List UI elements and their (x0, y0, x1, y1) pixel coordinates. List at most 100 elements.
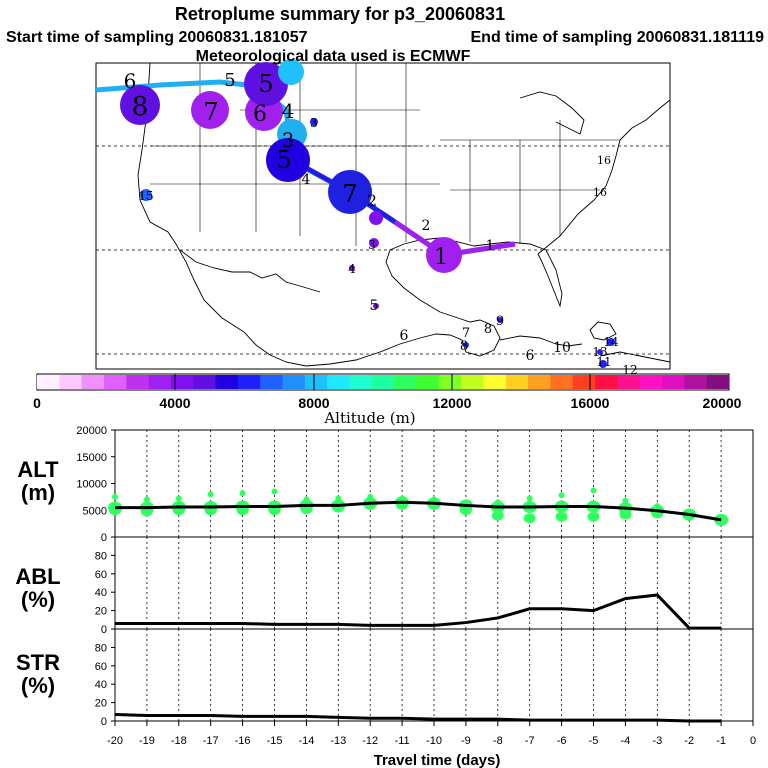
colorbar-segment (148, 375, 172, 389)
panel-labels: ALT (m) ABL (%) STR (%) (15, 457, 60, 698)
alt-cluster-point (590, 487, 597, 494)
colorbar-segment (550, 375, 574, 389)
colorbar-segment (59, 375, 83, 389)
x-tick-label: -3 (652, 735, 662, 747)
day-label: 6 (400, 328, 409, 344)
colorbar-segment (617, 375, 641, 389)
plume-circle (373, 303, 379, 309)
alt-cluster-point (112, 493, 118, 500)
y-tick-label: 80 (95, 642, 107, 654)
colorbar-segment (639, 375, 663, 389)
x-axis: -20 -19 -18 -17 -16 -15 -14 -13 -12 -11 -10 -9 -8 -7-… (107, 721, 756, 747)
day-label: 10 (553, 340, 571, 356)
day-label: 2 (367, 191, 377, 210)
x-tick-label: -13 (330, 735, 346, 747)
end-time-label: End time of sampling 20060831.181119 (471, 29, 765, 46)
colorbar-segment (461, 375, 485, 389)
plume-circle (244, 62, 288, 106)
day-label: 8 (460, 339, 468, 354)
x-tick-label: -5 (589, 735, 599, 747)
x-tick-label: 0 (750, 735, 756, 747)
colorbar-segment (371, 375, 395, 389)
colorbar-segment (595, 375, 618, 389)
plume-circle (497, 317, 503, 323)
colorbar-segment (126, 375, 150, 389)
plume-circle (191, 91, 229, 129)
y-tick-label: 5000 (83, 505, 107, 517)
alt-cluster-point (491, 510, 504, 521)
day-label: 8 (132, 92, 149, 122)
plume-circle (278, 59, 304, 85)
colorbar-tick: 20000 (703, 395, 742, 411)
x-tick-label: -17 (203, 735, 219, 747)
str-unit: (%) (21, 673, 55, 698)
colorbar-tick: 16000 (571, 395, 610, 411)
colorbar-label: Altitude (m) (323, 409, 415, 427)
day-label: 5 (370, 298, 379, 314)
colorbar-segment (215, 375, 239, 389)
colorbar-tick: 12000 (433, 395, 472, 411)
colorbar-segment (81, 375, 105, 389)
colorbar-ticks: 0 4000 8000 12000 16000 20000 (33, 395, 742, 411)
colorbar-segment (684, 375, 708, 389)
str-line (114, 713, 722, 723)
abl-unit: (%) (21, 587, 55, 612)
x-tick-label: -7 (525, 735, 535, 747)
colorbar-tick: 0 (33, 395, 41, 411)
x-tick-label: -11 (395, 735, 410, 747)
day-label: 4 (282, 99, 295, 123)
colorbar-segment (327, 375, 351, 389)
str-label: STR (16, 650, 60, 675)
alt-cluster-point (143, 496, 150, 503)
day-label: 16 (593, 186, 607, 199)
alt-cluster-point (587, 511, 600, 522)
plume-circle (607, 338, 615, 346)
colorbar-segment (103, 375, 127, 389)
plume-circle (310, 118, 318, 126)
x-tick-label: -20 (107, 735, 123, 747)
abl-chart: 0 20 40 60 80 (95, 537, 754, 636)
colorbar-segment (572, 375, 596, 389)
alt-cluster-point (523, 513, 536, 524)
x-tick-label: -18 (171, 735, 187, 747)
map-panel: 1 1 2 2 3 3 4 4 4 3 5 5 5 5 6 6 6 6 7 7 … (95, 59, 671, 377)
abl-label: ABL (15, 564, 60, 589)
str-chart: 0 20 40 60 80 (95, 629, 754, 728)
x-tick-label: -15 (267, 735, 283, 747)
alt-cluster-point (271, 488, 278, 495)
y-tick-label: 0 (101, 716, 107, 728)
plume-circle (266, 138, 310, 182)
colorbar-segment (483, 375, 507, 389)
day-label: 9 (496, 314, 504, 329)
x-tick-label: -4 (621, 735, 631, 747)
x-axis-label: Travel time (days) (374, 752, 501, 768)
plume-circle (349, 265, 355, 271)
colorbar-tick: 8000 (298, 395, 329, 411)
plume-circle (599, 360, 607, 368)
x-tick-label: -14 (298, 735, 314, 747)
plume-trajectory (95, 59, 615, 368)
day-label: 15 (138, 189, 153, 203)
day-label: 3 (368, 238, 376, 252)
day-label: 3 (282, 128, 295, 152)
day-label: 3 (310, 116, 318, 130)
x-tick-label: -6 (557, 735, 567, 747)
colorbar-segment (282, 375, 306, 389)
y-tick-label: 20 (95, 606, 107, 618)
colorbar-segment (528, 375, 552, 389)
day-label: 14 (603, 335, 619, 349)
alt-unit: (m) (21, 480, 55, 505)
plume-day-labels: 1 1 2 2 3 3 4 4 4 3 5 5 5 5 6 6 6 6 7 7 … (124, 69, 638, 377)
colorbar-tick: 4000 (159, 395, 190, 411)
colorbar-segment (170, 375, 194, 389)
alt-chart: 0 5000 10000 15000 20000 (76, 425, 754, 544)
alt-cluster-point (239, 490, 246, 497)
colorbar-segment (260, 375, 284, 389)
day-label: 16 (597, 154, 611, 167)
x-tick-label: -2 (684, 735, 694, 747)
day-label: 1 (434, 245, 448, 270)
x-tick-label: -19 (139, 735, 155, 747)
x-tick-label: -10 (426, 735, 442, 747)
day-label: 8 (484, 322, 492, 337)
colorbar-segment (416, 375, 440, 389)
